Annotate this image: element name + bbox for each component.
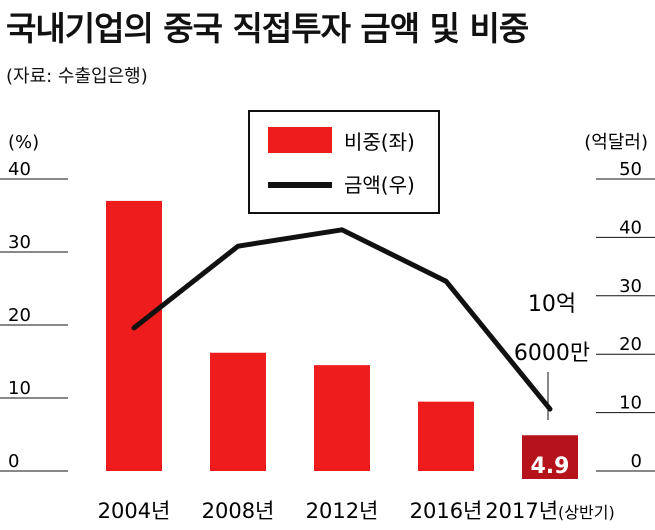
legend-label-line: 금액(우) [344, 173, 415, 197]
bar [418, 401, 474, 471]
legend-label-bar: 비중(좌) [344, 130, 415, 154]
right-tick-label: 30 [619, 276, 642, 297]
annotation-line-2: 6000만 [514, 341, 590, 366]
x-tick-suffix: (상반기) [558, 503, 615, 522]
right-tick-label: 20 [619, 334, 642, 355]
bar [314, 365, 370, 471]
bar-data-label: 4.9 [531, 454, 570, 479]
left-tick-label: 0 [8, 451, 19, 472]
right-tick-label: 10 [619, 393, 642, 414]
left-tick-label: 30 [8, 232, 31, 253]
annotation-line-1: 10억 [528, 292, 576, 317]
bar [106, 200, 162, 471]
legend-box [248, 110, 440, 214]
x-tick-label: 2012년 [306, 499, 379, 523]
left-tick-label: 40 [8, 159, 31, 180]
bar-label-box [522, 449, 578, 479]
legend-swatch-bar [268, 127, 332, 153]
x-tick-label: 2017년(상반기) [485, 499, 614, 523]
bar [210, 352, 266, 471]
amount-line [131, 227, 553, 412]
source-note: (자료: 수출입은행) [6, 66, 148, 87]
right-axis-unit: (억달러) [584, 132, 648, 153]
left-tick-label: 20 [8, 305, 31, 326]
right-tick-label: 50 [619, 159, 642, 180]
left-tick-label: 10 [8, 378, 31, 399]
right-tick-label: 40 [619, 217, 642, 238]
x-tick-label: 2008년 [202, 499, 275, 523]
right-tick-label: 0 [631, 451, 642, 472]
legend-swatch-line [268, 182, 332, 188]
left-axis-unit: (%) [8, 132, 39, 153]
chart-title: 국내기업의 중국 직접투자 금액 및 비중 [6, 9, 529, 48]
x-tick-label: 2016년 [410, 499, 483, 523]
x-tick-label: 2004년 [98, 499, 171, 523]
